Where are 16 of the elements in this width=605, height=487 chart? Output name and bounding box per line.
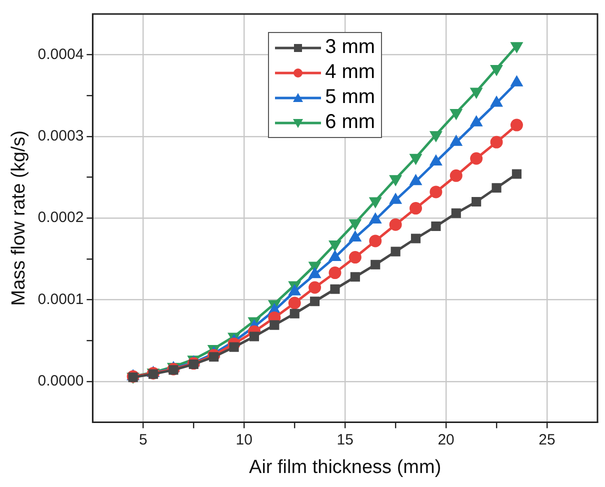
y-axis-title: Mass flow rate (kg/s)	[8, 130, 30, 306]
y-tick-label: 0.0004	[38, 46, 84, 63]
y-tick-label: 0.0003	[38, 128, 84, 145]
y-tick-label: 0.0001	[38, 290, 84, 308]
x-tick-label: 5	[138, 431, 148, 448]
x-tick-label: 10	[236, 431, 252, 448]
x-tick-label: 20	[438, 431, 454, 448]
legend-label: 5 mm	[325, 85, 376, 110]
y-tick-label: 0.0000	[38, 372, 84, 390]
x-tick-label: 15	[336, 431, 354, 448]
legend-label: 3 mm	[325, 35, 376, 60]
x-tick-label: 25	[538, 431, 556, 448]
legend-label: 6 mm	[325, 110, 376, 135]
x-axis-title: Air film thickness (mm)	[249, 456, 442, 478]
legend-label: 4 mm	[325, 60, 376, 85]
y-tick-label: 0.0002	[38, 209, 84, 226]
